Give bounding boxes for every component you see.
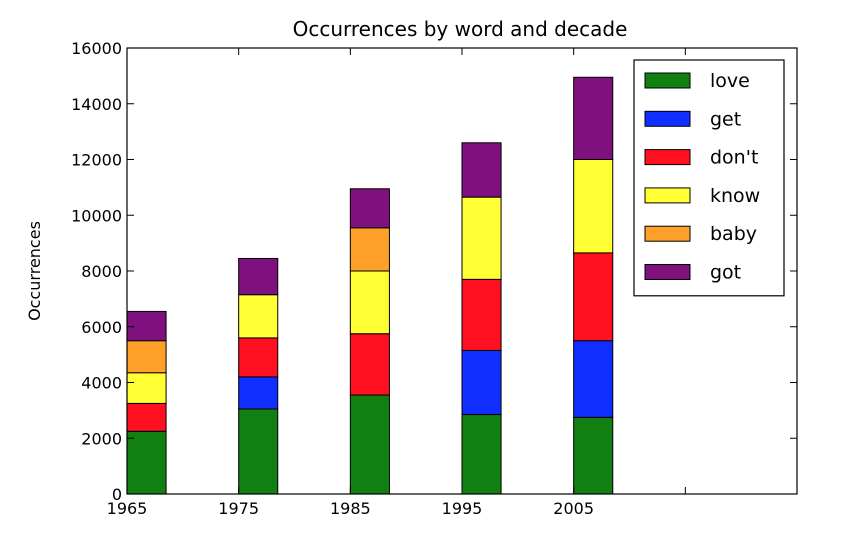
bar-1975-got: [238, 257, 279, 296]
legend-frame: [633, 59, 785, 297]
bar-2005-get: [573, 340, 614, 418]
bar-1985-love: [349, 394, 390, 495]
bar-1975-get: [238, 376, 279, 410]
legend-label: got: [710, 262, 741, 284]
legend-swatch-know: [644, 187, 691, 204]
bar-1985-know: [349, 270, 390, 335]
x-tick-label: 1965: [107, 499, 148, 518]
y-tick-label: 12000: [71, 151, 122, 170]
y-tick-label: 8000: [81, 262, 122, 281]
legend-swatch-get: [644, 110, 691, 127]
bar-1995-got: [461, 142, 502, 198]
y-tick-label: 10000: [71, 206, 122, 225]
legend: love get don't know baby got: [633, 59, 785, 297]
y-tick-label: 0: [112, 485, 122, 504]
bar-2005-love: [573, 416, 614, 495]
legend-label: baby: [710, 223, 757, 245]
y-tick-label: 2000: [81, 429, 122, 448]
bar-1995-get: [461, 349, 502, 416]
bar-1965-know: [126, 372, 167, 404]
bar-1985-got: [349, 188, 390, 229]
legend-label: get: [710, 108, 741, 130]
legend-label: love: [710, 70, 750, 92]
bar-1975-dont: [238, 337, 279, 378]
bar-1985-dont: [349, 333, 390, 396]
bar-2005-dont: [573, 252, 614, 342]
bar-1995-know: [461, 196, 502, 280]
bar-1995-dont: [461, 278, 502, 351]
legend-swatch-baby: [644, 225, 691, 242]
chart-title: Occurrences by word and decade: [293, 17, 628, 41]
bar-1975-know: [238, 294, 279, 339]
bar-2005-know: [573, 159, 614, 254]
bar-1965-got: [126, 310, 167, 342]
bars-layer: [126, 76, 614, 495]
bar-1975-love: [238, 408, 279, 495]
bar-1965-baby: [126, 340, 167, 374]
legend-label: know: [710, 185, 760, 207]
x-tick-label: 1985: [330, 499, 371, 518]
axes-layer: 0 2000 4000 6000 8000 10000 12000 14000 16000 196…: [71, 39, 798, 518]
legend-label: don't: [710, 147, 758, 169]
y-tick-label: 16000: [71, 39, 122, 58]
y-tick-label: 14000: [71, 95, 122, 114]
y-axis-label: Occurrences: [25, 221, 44, 321]
bar-1965-love: [126, 430, 167, 495]
x-tick-label: 1975: [218, 499, 259, 518]
legend-swatch-got: [644, 264, 691, 280]
legend-swatch-love: [644, 72, 691, 89]
bar-1965-dont: [126, 402, 167, 432]
x-tick-label: 1995: [442, 499, 483, 518]
bar-2005-got: [573, 76, 614, 160]
legend-swatch-dont: [644, 149, 691, 166]
y-tick-label: 6000: [81, 318, 122, 337]
bar-1985-baby: [349, 227, 390, 272]
bar-1995-love: [461, 414, 502, 495]
y-tick-label: 4000: [81, 374, 122, 393]
x-tick-label: 2005: [553, 499, 594, 518]
